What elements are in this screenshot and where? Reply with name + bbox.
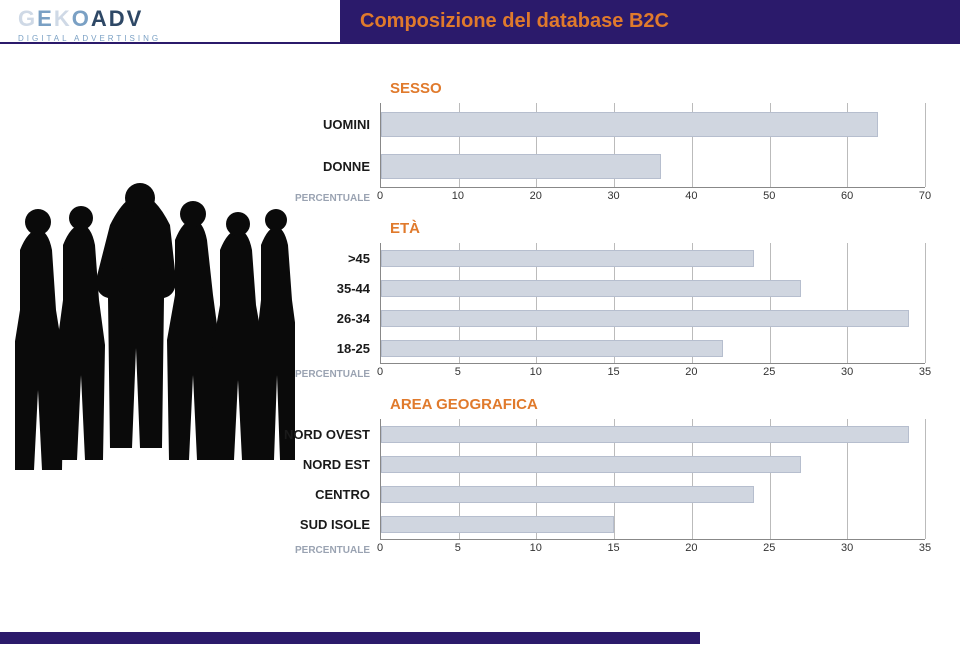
category-label: 18-25: [225, 333, 380, 363]
chart-title-area: AREA GEOGRAFICA: [390, 396, 925, 413]
category-label: CENTRO: [225, 479, 380, 509]
xtick-label: 15: [607, 366, 619, 378]
plot-sesso: [380, 103, 925, 188]
chart-eta: ETÀ >4535-4426-3418-25 PERCENTUALE 0 5 10 1…: [225, 220, 925, 382]
xtick-label: 30: [841, 542, 853, 554]
bar: [381, 426, 909, 443]
header: GEKOADV DIGITAL ADVERTISING Composizione…: [0, 0, 960, 58]
xtick-label: 10: [530, 366, 542, 378]
page-title: Composizione del database B2C: [360, 10, 669, 33]
category-labels-sesso: UOMINIDONNE: [225, 103, 380, 188]
category-label: >45: [225, 243, 380, 273]
bar: [381, 154, 661, 179]
chart-row: [381, 333, 925, 363]
bar: [381, 112, 878, 137]
bar: [381, 280, 801, 297]
logo-letter: O: [72, 6, 91, 31]
bar: [381, 456, 801, 473]
category-label: SUD ISOLE: [225, 509, 380, 539]
bar: [381, 340, 723, 357]
chart-row: [381, 479, 925, 509]
logo: GEKOADV DIGITAL ADVERTISING: [18, 6, 161, 43]
plot-eta: [380, 243, 925, 364]
gridline: [925, 419, 926, 539]
gridline: [925, 243, 926, 363]
category-label: DONNE: [225, 145, 380, 187]
xtick-label: 35: [919, 542, 931, 554]
xtick-label: 40: [685, 190, 697, 202]
charts-container: SESSO UOMINIDONNE PERCENTUALE 0 10 20 30 40 5…: [225, 80, 925, 572]
axis-label-area: PERCENTUALE: [295, 545, 370, 556]
bar: [381, 486, 754, 503]
chart-row: [381, 243, 925, 273]
xtick-label: 10: [530, 542, 542, 554]
xticks-sesso: 010203040506070: [380, 188, 925, 206]
xtick-label: 10: [452, 190, 464, 202]
title-bar: Composizione del database B2C: [340, 0, 960, 42]
xtick-label: 25: [763, 366, 775, 378]
chart-row: [381, 273, 925, 303]
axis-label-sesso: PERCENTUALE: [295, 193, 370, 204]
chart-row: [381, 145, 925, 187]
axis-label-eta: PERCENTUALE: [295, 369, 370, 380]
chart-row: [381, 103, 925, 145]
xtick-label: 5: [455, 542, 461, 554]
xtick-label: 5: [455, 366, 461, 378]
xtick-label: 20: [530, 190, 542, 202]
category-label: NORD OVEST: [225, 419, 380, 449]
chart-sesso: SESSO UOMINIDONNE PERCENTUALE 0 10 20 30 40 5…: [225, 80, 925, 206]
chart-title-eta: ETÀ: [390, 220, 925, 237]
xticks-area: 05101520253035: [380, 540, 925, 558]
chart-title-sesso: SESSO: [390, 80, 925, 97]
category-label: 35-44: [225, 273, 380, 303]
xtick-label: 0: [377, 542, 383, 554]
chart-row: [381, 419, 925, 449]
xtick-label: 0: [377, 190, 383, 202]
footer-bar: [0, 632, 700, 644]
xtick-label: 15: [607, 542, 619, 554]
xtick-label: 25: [763, 542, 775, 554]
xtick-label: 20: [685, 542, 697, 554]
xtick-label: 0: [377, 366, 383, 378]
bar: [381, 516, 614, 533]
bar: [381, 310, 909, 327]
xtick-label: 30: [607, 190, 619, 202]
chart-row: [381, 509, 925, 539]
bar: [381, 250, 754, 267]
gridline: [925, 103, 926, 187]
chart-area: AREA GEOGRAFICA NORD OVESTNORD ESTCENTRO…: [225, 396, 925, 558]
xtick-label: 50: [763, 190, 775, 202]
xticks-eta: 05101520253035: [380, 364, 925, 382]
chart-row: [381, 303, 925, 333]
logo-letter: E: [37, 6, 54, 31]
xtick-label: 20: [685, 366, 697, 378]
logo-letter: K: [54, 6, 72, 31]
xtick-label: 30: [841, 366, 853, 378]
logo-letter: G: [18, 6, 37, 31]
category-label: NORD EST: [225, 449, 380, 479]
xtick-label: 60: [841, 190, 853, 202]
category-label: UOMINI: [225, 103, 380, 145]
chart-row: [381, 449, 925, 479]
plot-area: [380, 419, 925, 540]
logo-word: GEKOADV: [18, 6, 161, 32]
logo-letter: A: [91, 6, 109, 31]
category-labels-area: NORD OVESTNORD ESTCENTROSUD ISOLE: [225, 419, 380, 540]
logo-letter: V: [127, 6, 144, 31]
xtick-label: 35: [919, 366, 931, 378]
xtick-label: 70: [919, 190, 931, 202]
category-label: 26-34: [225, 303, 380, 333]
category-labels-eta: >4535-4426-3418-25: [225, 243, 380, 364]
header-line: [0, 42, 960, 44]
logo-letter: D: [109, 6, 127, 31]
